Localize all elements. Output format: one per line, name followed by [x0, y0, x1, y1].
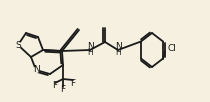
- Text: N: N: [115, 42, 121, 51]
- Text: H: H: [115, 48, 121, 57]
- Text: F: F: [60, 85, 66, 94]
- Text: F: F: [70, 79, 76, 88]
- Text: N: N: [33, 65, 39, 74]
- Text: N: N: [87, 42, 93, 51]
- Text: H: H: [87, 48, 93, 57]
- Ellipse shape: [32, 67, 40, 73]
- Ellipse shape: [14, 42, 22, 48]
- Text: S: S: [15, 40, 21, 49]
- Text: F: F: [52, 81, 58, 90]
- Text: Cl: Cl: [167, 44, 176, 53]
